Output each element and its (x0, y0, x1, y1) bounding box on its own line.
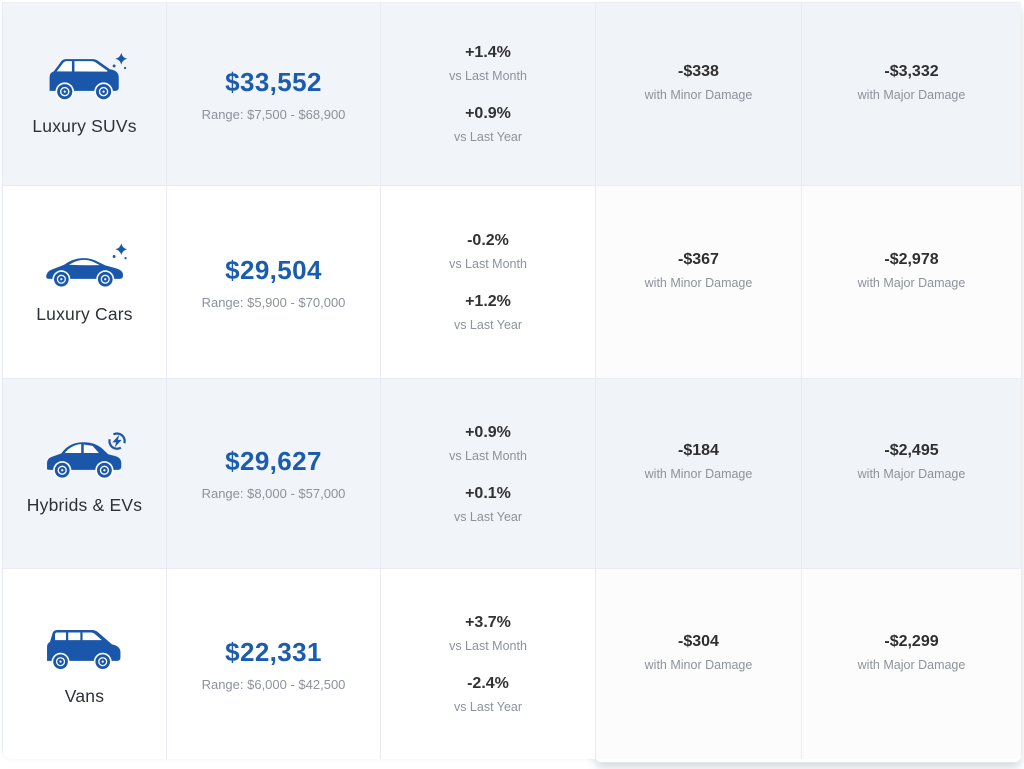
year-change-label: vs Last Year (453, 700, 523, 714)
minor-damage-value: -$304 (678, 632, 719, 650)
major-damage-label: with Major Damage (857, 275, 966, 290)
minor-damage-cell: -$367 with Minor Damage (596, 186, 802, 378)
minor-damage-cell: -$184 with Minor Damage (596, 379, 802, 568)
price-cell: $22,331 Range: $6,000 - $42,500 (167, 569, 381, 759)
vehicle-cell: Vans (3, 569, 167, 759)
vehicle-cell: Luxury Cars (3, 186, 167, 378)
price-range: Range: $8,000 - $57,000 (201, 486, 346, 501)
trend-cell: +0.9% vs Last Month +0.1% vs Last Year (381, 379, 596, 568)
year-change-value: +1.2% (465, 293, 511, 310)
minor-damage-cell: -$338 with Minor Damage (596, 3, 802, 185)
year-change-label: vs Last Year (453, 130, 523, 144)
trend-cell: +1.4% vs Last Month +0.9% vs Last Year (381, 3, 596, 185)
average-price: $22,331 (225, 636, 322, 667)
sparkle-icon (114, 52, 127, 65)
category-label: Luxury SUVs (32, 115, 137, 136)
vehicle-cell: Hybrids & EVs (3, 379, 167, 568)
category-label: Vans (64, 685, 105, 706)
price-range: Range: $6,000 - $42,500 (201, 676, 346, 692)
month-change-label: vs Last Month (449, 448, 527, 463)
vehicle-cell: Luxury SUVs (3, 3, 167, 185)
major-damage-label: with Major Damage (857, 87, 966, 102)
year-change-label: vs Last Year (453, 509, 523, 524)
table-row-hybrids-evs: Hybrids & EVs $29,627 Range: $8,000 - $5… (3, 379, 1021, 569)
major-damage-cell: -$2,495 with Major Damage (802, 379, 1021, 568)
trend-cell: +3.7% vs Last Month -2.4% vs Last Year (381, 569, 596, 759)
year-change-value: -2.4% (467, 675, 509, 692)
major-damage-value: -$2,299 (884, 632, 939, 650)
price-range: Range: $5,900 - $70,000 (201, 294, 346, 310)
minor-damage-value: -$184 (678, 442, 719, 459)
sparkle-icon (114, 242, 127, 255)
minor-damage-cell: -$304 with Minor Damage (596, 569, 802, 759)
major-damage-cell: -$3,332 with Major Damage (802, 3, 1021, 185)
month-change-label: vs Last Month (449, 69, 527, 83)
month-change-value: -0.2% (467, 232, 509, 249)
major-damage-cell: -$2,978 with Major Damage (802, 186, 1021, 378)
hybrid-ev-icon (46, 432, 126, 480)
van-icon (46, 629, 120, 671)
table-row-luxury-suvs: Luxury SUVs $33,552 Range: $7,500 - $68,… (3, 3, 1021, 186)
table-row-vans: Vans $22,331 Range: $6,000 - $42,500 +3.… (3, 569, 1021, 759)
average-price: $29,627 (225, 446, 322, 476)
major-damage-value: -$2,495 (884, 442, 939, 459)
price-cell: $29,504 Range: $5,900 - $70,000 (167, 186, 381, 378)
category-label: Hybrids & EVs (26, 495, 143, 515)
year-change-label: vs Last Year (453, 318, 523, 332)
minor-damage-label: with Minor Damage (644, 275, 753, 290)
month-change-value: +1.4% (465, 44, 511, 61)
table-row-luxury-cars: Luxury Cars $29,504 Range: $5,900 - $70,… (3, 186, 1021, 379)
price-range: Range: $7,500 - $68,900 (201, 106, 346, 122)
category-label: Luxury Cars (36, 303, 133, 324)
year-change-value: +0.9% (465, 105, 511, 122)
price-cell: $29,627 Range: $8,000 - $57,000 (167, 379, 381, 568)
major-damage-label: with Major Damage (857, 657, 966, 672)
electric-bolt-icon (107, 432, 126, 450)
month-change-label: vs Last Month (449, 257, 527, 271)
minor-damage-label: with Minor Damage (644, 87, 753, 102)
major-damage-cell: -$2,299 with Major Damage (802, 569, 1021, 759)
minor-damage-value: -$367 (678, 250, 719, 268)
price-cell: $33,552 Range: $7,500 - $68,900 (167, 3, 381, 185)
minor-damage-label: with Minor Damage (644, 657, 753, 672)
year-change-value: +0.1% (465, 484, 511, 502)
luxury-suv-icon (49, 52, 127, 101)
minor-damage-value: -$338 (678, 62, 719, 80)
major-damage-value: -$3,332 (884, 62, 939, 80)
trend-cell: -0.2% vs Last Month +1.2% vs Last Year (381, 186, 596, 378)
month-change-value: +3.7% (465, 614, 511, 631)
month-change-value: +0.9% (465, 423, 511, 441)
average-price: $33,552 (225, 66, 322, 97)
luxury-car-icon (45, 242, 127, 288)
minor-damage-label: with Minor Damage (644, 467, 753, 481)
average-price: $29,504 (225, 254, 322, 285)
major-damage-value: -$2,978 (884, 250, 939, 268)
major-damage-label: with Major Damage (857, 467, 966, 481)
month-change-label: vs Last Month (449, 639, 527, 653)
